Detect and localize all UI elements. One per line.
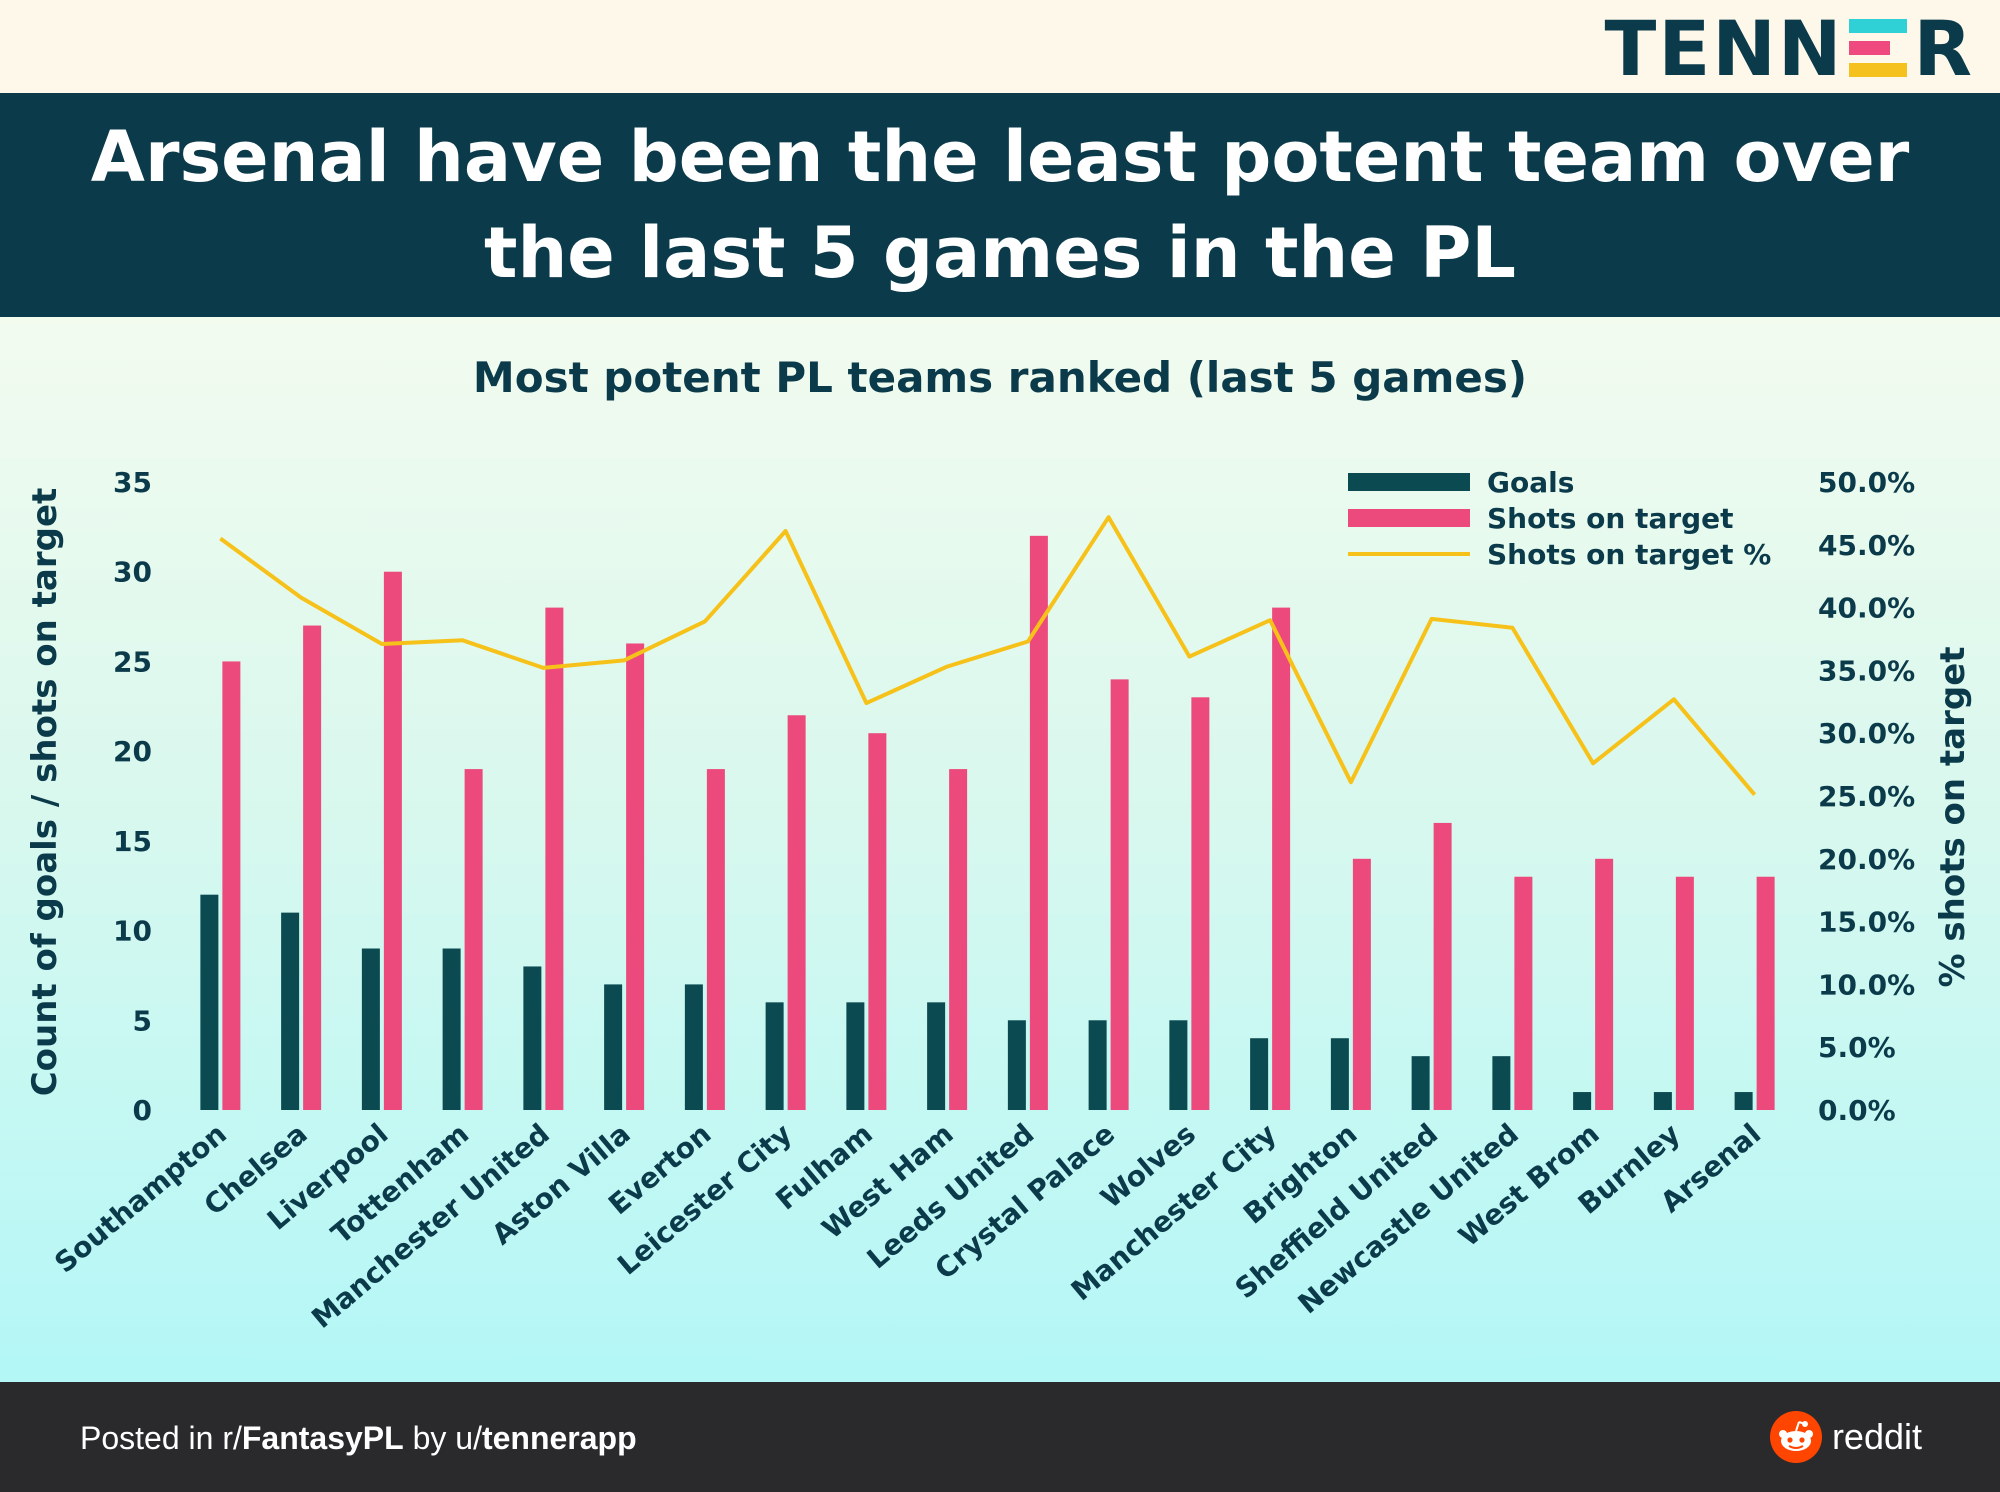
shots-on-target-bar: [303, 625, 322, 1110]
legend-swatch: [1348, 509, 1470, 527]
top-band: TENN R: [0, 0, 2000, 93]
shots-on-target-bar: [1433, 822, 1452, 1110]
shots-on-target-bar: [1756, 876, 1775, 1110]
y2-tick-label: 0.0%: [1818, 1094, 1896, 1127]
shots-on-target-bar: [545, 607, 564, 1110]
logo-bar-yellow: [1849, 63, 1908, 77]
y-tick-label: 15: [113, 825, 152, 858]
goals-bar: [1411, 1056, 1430, 1110]
goals-bar: [1734, 1092, 1753, 1110]
legend-label: Shots on target: [1487, 502, 1734, 535]
goals-bar: [1169, 1020, 1188, 1110]
shots-on-target-bar: [1110, 679, 1129, 1110]
y-tick-label: 10: [113, 915, 152, 948]
shots-on-target-bar: [464, 769, 483, 1110]
goals-bar: [442, 948, 461, 1110]
goals-bar: [1007, 1020, 1026, 1110]
logo-bar-pink: [1849, 41, 1891, 55]
legend-swatch: [1348, 473, 1470, 491]
goals-bar: [523, 966, 542, 1110]
goals-bar: [927, 1002, 946, 1110]
logo-text-right: R: [1913, 3, 1974, 93]
goals-bar: [1492, 1056, 1511, 1110]
logo-e-bars: [1849, 19, 1908, 77]
y2-tick-label: 35.0%: [1818, 654, 1915, 687]
shots-on-target-bar: [706, 769, 725, 1110]
bars: [200, 535, 1775, 1110]
goals-bar: [1088, 1020, 1107, 1110]
y-tick-label: 35: [113, 466, 152, 499]
goals-bar: [1653, 1092, 1672, 1110]
goals-bar: [361, 948, 380, 1110]
legend-label: Shots on target %: [1487, 538, 1771, 571]
y2-tick-label: 25.0%: [1818, 780, 1915, 813]
y2-axis-label: % shots on target: [1933, 646, 1973, 987]
y2-tick-label: 50.0%: [1818, 466, 1915, 499]
shots-on-target-pct-line: [219, 515, 1757, 796]
goals-bar: [765, 1002, 784, 1110]
y2-tick-label: 30.0%: [1818, 717, 1915, 750]
y2-tick-label: 40.0%: [1818, 592, 1915, 625]
shots-on-target-bar: [1191, 697, 1210, 1110]
logo-text-left: TENN: [1604, 3, 1844, 93]
footer-prefix: Posted in r/: [80, 1420, 242, 1456]
shots-on-target-bar: [1675, 876, 1694, 1110]
chart: Most potent PL teams ranked (last 5 game…: [25, 353, 1973, 1335]
goals-bar: [684, 984, 703, 1110]
y2-axis-ticks: 0.0% 5.0% 10.0% 15.0% 20.0% 25.0% 30.0% 35.0% 40…: [1818, 466, 1915, 1127]
y-tick-label: 25: [113, 645, 152, 678]
reddit-icon: [1769, 1411, 1822, 1463]
goals-bar: [200, 894, 219, 1110]
reddit-brand[interactable]: reddit: [1769, 1410, 1922, 1464]
y2-tick-label: 15.0%: [1818, 906, 1915, 939]
shots-on-target-bar: [1029, 535, 1048, 1110]
chart-title: Most potent PL teams ranked (last 5 game…: [473, 353, 1527, 402]
goals-bar: [281, 912, 300, 1110]
y-tick-label: 5: [133, 1004, 152, 1037]
user-link[interactable]: tennerapp: [481, 1420, 637, 1456]
shots-on-target-bar: [1352, 858, 1371, 1110]
footer-by: by u/: [403, 1420, 482, 1456]
y2-tick-label: 5.0%: [1818, 1031, 1896, 1064]
shots-on-target-bar: [949, 769, 968, 1110]
shots-on-target-bar: [787, 715, 806, 1110]
footer-credit: Posted in r/FantasyPL by u/tennerapp: [80, 1420, 637, 1457]
y2-tick-label: 20.0%: [1818, 843, 1915, 876]
shots-on-target-bar: [1595, 858, 1614, 1110]
goals-bar: [1573, 1092, 1592, 1110]
goals-bar: [1250, 1038, 1269, 1110]
goals-bar: [1330, 1038, 1349, 1110]
y2-tick-label: 10.0%: [1818, 968, 1915, 1001]
goals-bar: [604, 984, 623, 1110]
shots-on-target-bar: [1272, 607, 1291, 1110]
reddit-wordmark: reddit: [1831, 1416, 1922, 1457]
chart-area: Most potent PL teams ranked (last 5 game…: [0, 317, 2000, 1382]
y2-tick-label: 45.0%: [1818, 529, 1915, 562]
y-axis-ticks: 0 5 10 15 20 25 30 35: [113, 466, 152, 1127]
shots-on-target-bar: [868, 733, 887, 1110]
footer: Posted in r/FantasyPL by u/tennerapp red…: [0, 1382, 2000, 1492]
subreddit-link[interactable]: FantasyPL: [241, 1420, 404, 1456]
x-axis-labels: SouthamptonChelseaLiverpoolTottenhamManc…: [48, 1117, 1767, 1335]
legend-label: Goals: [1487, 466, 1574, 499]
headline: Arsenal have been the least potent team …: [0, 93, 2000, 317]
shots-on-target-bar: [222, 661, 241, 1110]
logo-bar-cyan: [1849, 19, 1908, 33]
tenner-logo: TENN R: [1605, 4, 1975, 93]
shots-on-target-bar: [1514, 876, 1533, 1110]
goals-bar: [846, 1002, 865, 1110]
y-tick-label: 30: [113, 556, 152, 589]
shots-on-target-bar: [383, 571, 402, 1110]
y-tick-label: 20: [113, 735, 152, 768]
y-axis-label: Count of goals / shots on target: [25, 488, 65, 1097]
y-tick-label: 0: [133, 1094, 152, 1127]
shots-on-target-bar: [626, 643, 645, 1110]
x-tick-label: Aston Villa: [486, 1117, 637, 1251]
